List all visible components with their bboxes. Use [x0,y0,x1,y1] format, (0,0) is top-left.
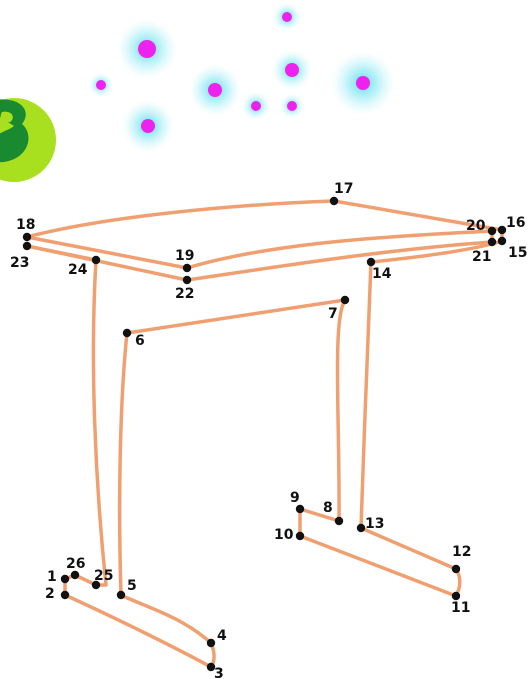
dot-marker[interactable] [451,564,461,574]
dot-7[interactable]: 7 [328,295,350,322]
dot-number-label: 8 [323,500,333,516]
dot-number-label: 17 [334,181,353,197]
dot-number-label: 7 [328,306,338,322]
dot-18[interactable]: 18 [16,217,35,242]
dot-marker[interactable] [116,590,126,600]
sparkle-icon [285,63,299,77]
dot-14[interactable]: 14 [366,257,392,282]
dot-11[interactable]: 11 [451,591,470,616]
dot-21[interactable]: 21 [472,237,497,265]
dot-number-label: 1 [47,569,57,585]
dot-24[interactable]: 24 [68,255,101,278]
dot-22[interactable]: 22 [175,275,194,302]
sparkles-decoration [89,3,395,152]
dot-number-label: 22 [175,286,194,302]
dot-marker[interactable] [334,516,344,526]
dot-4[interactable]: 4 [206,628,227,648]
dot-marker[interactable] [451,591,461,601]
sparkle-icon [282,12,292,22]
dot-number-label: 21 [472,249,491,265]
dot-number-label: 3 [214,666,224,679]
dot-12[interactable]: 12 [451,544,472,574]
dot-marker[interactable] [206,638,216,648]
dot-number-label: 26 [66,556,85,572]
dot-number-label: 6 [135,333,145,349]
dot-marker[interactable] [60,590,70,600]
dot-16[interactable]: 16 [497,215,526,235]
dot-number-label: 25 [94,568,113,584]
dot-17[interactable]: 17 [329,181,354,206]
dot-1[interactable]: 1 [47,569,70,585]
dot-number-label: 4 [217,628,227,644]
dot-marker[interactable] [91,255,101,265]
sparkle-icon [356,76,370,90]
dot-number-label: 2 [45,586,55,602]
dot-marker[interactable] [22,241,32,251]
dot-number-label: 12 [452,544,471,560]
dot-marker[interactable] [497,236,507,246]
dot-marker[interactable] [487,237,497,247]
dot-6[interactable]: 6 [122,328,145,349]
dot-15[interactable]: 15 [497,236,528,261]
sparkle-icon [138,40,156,58]
dot-8[interactable]: 8 [323,500,344,526]
dot-marker[interactable] [70,570,80,580]
dot-marker[interactable] [295,504,305,514]
sparkle-icon [287,101,297,111]
sparkle-icon [96,80,106,90]
dot-3[interactable]: 3 [206,662,224,679]
dot-marker[interactable] [497,225,507,235]
dot-number-label: 19 [175,248,194,264]
dot-marker[interactable] [206,662,216,672]
dot-number-label: 18 [16,217,35,233]
table-outline [25,199,504,669]
dot-marker[interactable] [356,523,366,533]
dot-number-label: 15 [508,245,527,261]
dot-number-label: 16 [506,215,525,231]
dot-number-label: 14 [372,266,392,282]
dot-23[interactable]: 23 [10,241,32,271]
dot-number-label: 5 [127,578,137,594]
dot-13[interactable]: 13 [356,516,385,533]
dot-25[interactable]: 25 [91,568,114,590]
dot-marker[interactable] [366,257,376,267]
dot-number-label: 23 [10,255,29,271]
dot-marker[interactable] [182,275,192,285]
dot-9[interactable]: 9 [290,490,305,514]
dot-number-label: 9 [290,490,300,506]
dot-10[interactable]: 10 [274,527,305,543]
dot-marker[interactable] [91,580,101,590]
sparkle-icon [208,83,222,97]
sparkle-icon [141,119,155,133]
dot-number-label: 13 [365,516,384,532]
table-trace-line [25,199,504,669]
dot-marker[interactable] [295,531,305,541]
dot-number-label: 10 [274,527,294,543]
corner-badge-icon [0,98,56,182]
dot-19[interactable]: 19 [175,248,194,273]
dot-2[interactable]: 2 [45,586,70,602]
dot-26[interactable]: 26 [66,556,85,580]
dot-number-label: 24 [68,262,88,278]
dot-marker[interactable] [22,232,32,242]
dot-marker[interactable] [329,196,339,206]
sparkle-icon [251,101,261,111]
dot-marker[interactable] [340,295,350,305]
dot-marker[interactable] [60,574,70,584]
dot-20[interactable]: 20 [466,218,497,236]
dot-5[interactable]: 5 [116,578,137,600]
dot-number-label: 11 [451,600,470,616]
dot-marker[interactable] [487,226,497,236]
dot-marker[interactable] [122,328,132,338]
dot-number-label: 20 [466,218,486,234]
dot-marker[interactable] [182,263,192,273]
